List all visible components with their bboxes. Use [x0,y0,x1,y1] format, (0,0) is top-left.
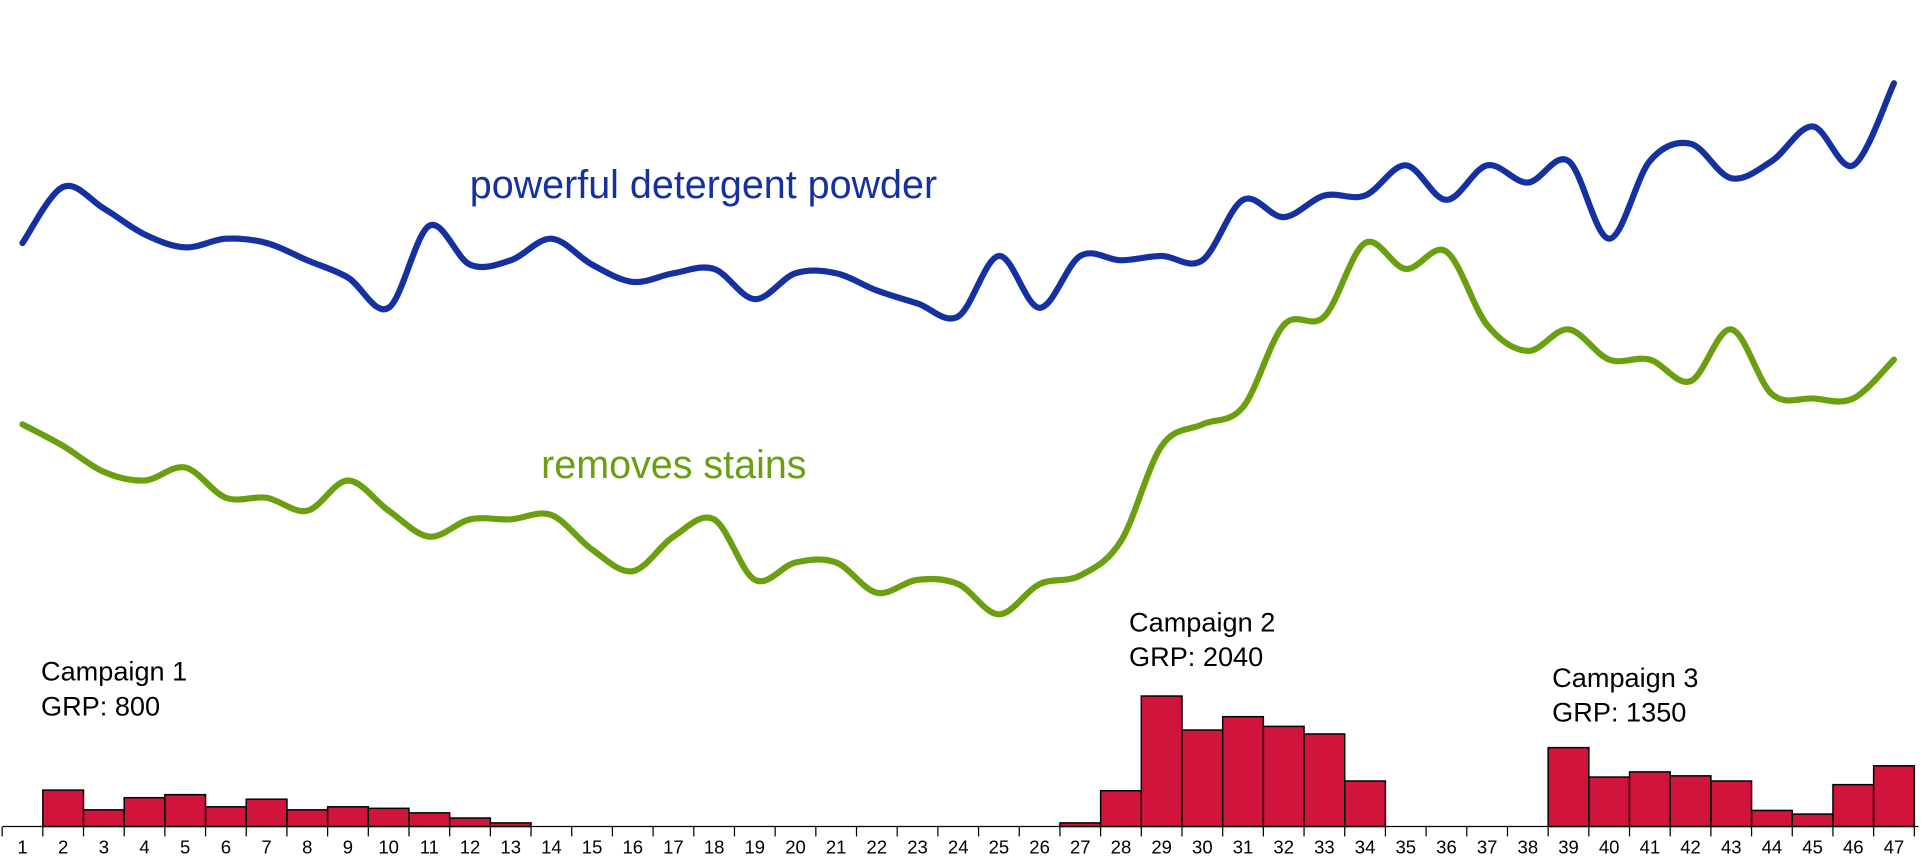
x-tick-label: 20 [785,837,806,858]
line [19,80,1898,322]
x-tick-label: 29 [1151,837,1172,858]
x-tick-label: 1 [17,837,27,858]
bar [1343,780,1387,828]
x-tick-label: 6 [221,837,231,858]
x-tick-label: 44 [1762,837,1783,858]
x-tick-label: 10 [378,837,399,858]
bar [408,812,451,828]
x-tick-label: 15 [582,837,603,858]
series-label: powerful detergent powder [470,163,937,207]
x-tick-label: 25 [989,837,1010,858]
bar [326,806,370,828]
bar [245,798,288,828]
x-tick-label: 47 [1884,837,1905,858]
annotation-title: Campaign 3 [1552,662,1698,693]
bar [1791,813,1834,828]
x-tick-label: 42 [1680,837,1701,858]
bar [1303,733,1346,828]
line [19,238,1898,618]
bar [1628,771,1671,828]
bar [1710,780,1753,828]
annotation-title: Campaign 1 [41,656,187,687]
x-tick-label: 43 [1721,837,1742,858]
x-tick-label: 11 [420,837,439,858]
x-tick-label: 17 [663,837,684,858]
x-tick-label: 2 [58,837,68,858]
x-tick-label: 35 [1395,837,1416,858]
bar [1099,789,1143,828]
x-tick-label: 45 [1802,837,1823,858]
annotation-text: GRP: 1350 [1552,696,1686,727]
bar [1140,695,1183,828]
x-tick-label: 4 [139,837,149,858]
bar [367,807,410,828]
bar [1262,725,1305,828]
x-tick-label: 24 [948,837,969,858]
x-tick-label: 34 [1355,837,1376,858]
bar [1832,783,1875,828]
x-tick-label: 32 [1273,837,1294,858]
x-tick-label: 41 [1640,837,1661,858]
x-tick-label: 39 [1558,837,1579,858]
series-label: removes stains [541,443,806,487]
bar [448,817,492,828]
bar [286,809,329,828]
annotation-title: Campaign 2 [1129,606,1275,637]
bar [1872,765,1916,828]
x-tick-label: 33 [1314,837,1335,858]
x-tick-label: 28 [1111,837,1132,858]
bar [42,789,85,828]
x-tick-label: 40 [1599,837,1620,858]
bar [82,809,125,828]
bar [1669,775,1712,828]
x-tick-label: 13 [500,837,521,858]
bar [1221,715,1265,828]
x-tick-label: 18 [704,837,725,858]
x-tick-label: 37 [1477,837,1498,858]
bar [1181,729,1224,828]
x-tick-label: 38 [1518,837,1539,858]
x-tick-label: 30 [1192,837,1213,858]
x-tick-label: 14 [541,837,562,858]
x-tick-label: 23 [907,837,928,858]
bar [489,822,532,828]
x-tick-label: 5 [180,837,190,858]
x-tick-label: 22 [867,837,888,858]
x-tick-label: 19 [745,837,766,858]
x-tick-label: 21 [826,837,847,858]
x-tick-label: 46 [1843,837,1864,858]
bar [1059,822,1102,828]
x-tick-label: 36 [1436,837,1457,858]
x-tick-label: 31 [1233,837,1254,858]
x-tick-label: 12 [460,837,481,858]
annotation-text: GRP: 2040 [1129,641,1263,672]
x-tick-label: 26 [1029,837,1050,858]
x-tick-label: 3 [99,837,109,858]
bar [164,793,207,828]
bar [1750,809,1794,828]
bar [1547,746,1590,828]
x-tick-label: 8 [302,837,312,858]
x-tick-label: 7 [261,837,271,858]
x-tick-label: 9 [343,837,353,858]
bar [204,806,247,828]
x-tick-label: 16 [622,837,643,858]
bar [123,796,166,828]
bar [1588,776,1631,828]
x-tick-label: 27 [1070,837,1091,858]
annotation-text: GRP: 800 [41,690,160,721]
